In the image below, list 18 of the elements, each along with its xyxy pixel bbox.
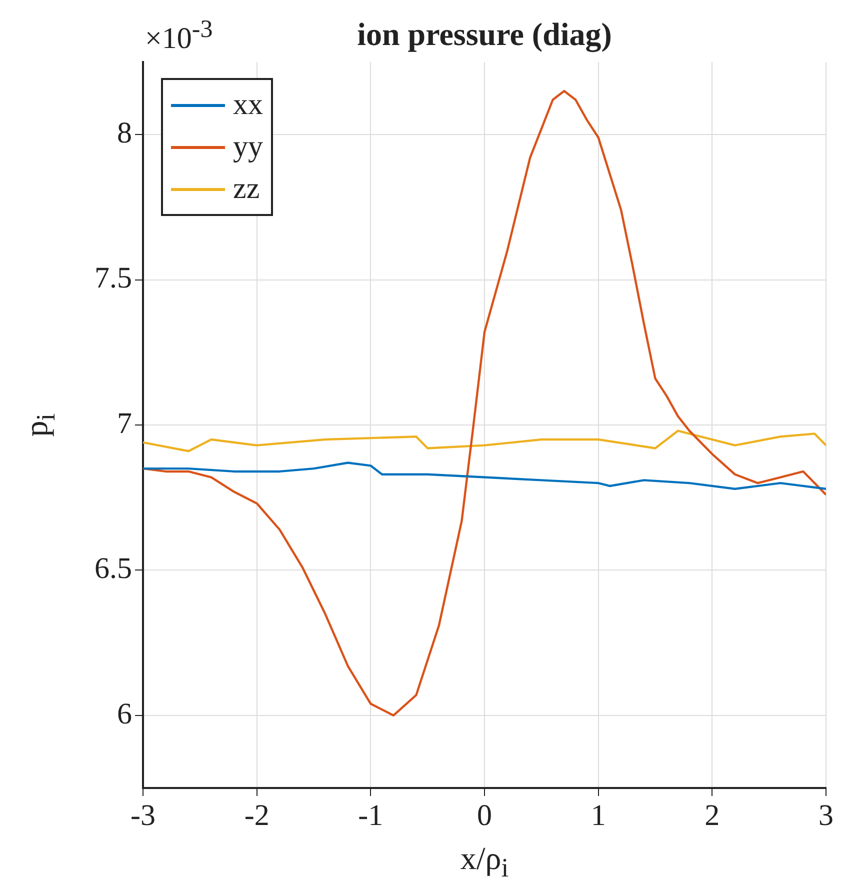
x-tick-label: 1 [590, 798, 606, 832]
y-tick-label: 7.5 [94, 262, 132, 295]
y-tick-label: 7 [117, 406, 132, 440]
x-tick-label: 3 [818, 798, 834, 832]
x-tick-label: -3 [130, 798, 156, 832]
x-tick-label: -2 [244, 798, 270, 832]
chart-title: ion pressure (diag) [357, 16, 612, 53]
legend-label: xx [233, 88, 263, 122]
x-tick-label: 0 [477, 798, 492, 832]
x-tick-label: -1 [358, 798, 384, 832]
legend-label: yy [233, 130, 263, 164]
y-tick-label: 6.5 [94, 552, 132, 586]
x-tick-label: 2 [704, 798, 720, 832]
x-axis-title: x/ρ$_{i}$ [460, 840, 509, 884]
text: ×10$^{-3}$ [145, 16, 213, 56]
legend-label: zz [233, 172, 260, 206]
y-tick-label: 8 [117, 116, 132, 150]
y-tick-label: 6 [117, 697, 132, 730]
